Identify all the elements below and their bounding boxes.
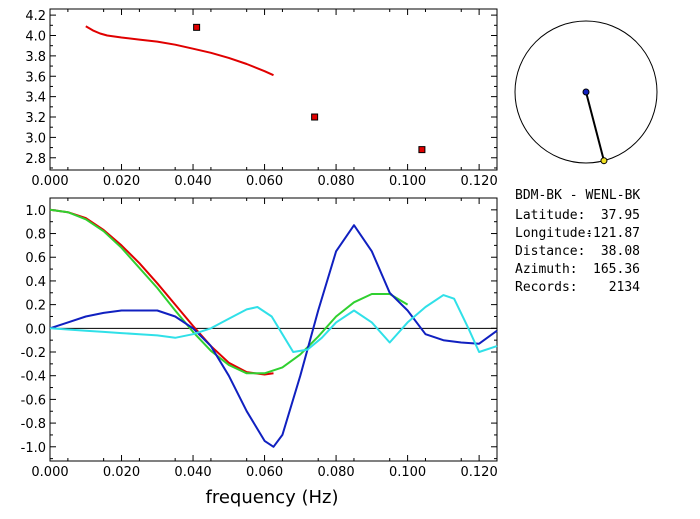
x-tick-label: 0.060 <box>246 465 283 480</box>
info-label: Distance: <box>515 244 585 259</box>
x-tick-label: 0.100 <box>389 465 426 480</box>
green-series-line <box>49 208 409 375</box>
x-tick-label: 0.040 <box>174 465 211 480</box>
y-tick-label: 0.6 <box>25 251 46 266</box>
y-tick-label: -0.6 <box>21 393 46 408</box>
y-tick-label: -0.4 <box>21 370 46 385</box>
y-tick-label: 0.8 <box>25 228 46 243</box>
info-panel: BDM-BK - WENL-BK Latitude: 37.95 Longitude… <box>515 188 640 295</box>
dispersion-plot: 0.000 0.020 0.040 0.060 0.080 0.100 0.120 2.8 3.… <box>25 8 498 189</box>
y-tick-label: 0.2 <box>25 299 46 314</box>
y-tick-label: -1.0 <box>21 441 46 456</box>
x-tick-label: 0.040 <box>174 174 211 189</box>
y-tick-label: 3.2 <box>25 111 46 126</box>
y-tick-label: 2.8 <box>25 152 46 167</box>
red-series-line <box>85 25 274 77</box>
x-tick-label: 0.000 <box>31 465 68 480</box>
x-tick-label: 0.080 <box>317 465 354 480</box>
x-axis-title: frequency (Hz) <box>205 487 338 508</box>
x-tick-label: 0.060 <box>246 174 283 189</box>
x-tick-label: 0.100 <box>389 174 426 189</box>
station-pair: BDM-BK - WENL-BK <box>515 188 640 203</box>
y-tick-label: 3.0 <box>25 131 46 146</box>
info-value: 37.95 <box>601 208 640 223</box>
data-marker <box>193 23 201 31</box>
azimuth-inset <box>514 20 658 165</box>
info-value: 2134 <box>609 280 640 295</box>
x-tick-label: 0.000 <box>31 174 68 189</box>
x-tick-label: 0.120 <box>461 174 498 189</box>
y-tick-label: 1.0 <box>25 204 46 219</box>
y-tick-label: 3.8 <box>25 50 46 65</box>
plot-frame <box>49 197 498 462</box>
y-tick-label: 4.2 <box>25 9 46 24</box>
info-value: -121.87 <box>585 226 640 241</box>
y-tick-label: 0.4 <box>25 275 46 290</box>
info-value: 165.36 <box>593 262 640 277</box>
correlation-plot: 0.000 0.020 0.040 0.060 0.080 0.100 0.120 1.0 0.… <box>21 197 498 480</box>
y-tick-label: 0.0 <box>25 322 46 337</box>
info-label: Records: <box>515 280 578 295</box>
cyan-series-line <box>49 294 498 353</box>
x-tick-label: 0.080 <box>317 174 354 189</box>
x-tick-label: 0.020 <box>103 174 140 189</box>
info-value: 38.08 <box>601 244 640 259</box>
azimuth-circle <box>514 20 658 164</box>
x-tick-label: 0.020 <box>103 465 140 480</box>
y-tick-label: -0.8 <box>21 417 46 432</box>
y-tick-label: 3.6 <box>25 70 46 85</box>
info-label: Azimuth: <box>515 262 578 277</box>
data-marker <box>311 113 319 121</box>
target-station-dot <box>600 157 608 165</box>
y-tick-label: -0.2 <box>21 346 46 361</box>
x-tick-label: 0.120 <box>461 465 498 480</box>
y-tick-label: 3.4 <box>25 91 46 106</box>
blue-series-line <box>49 224 498 448</box>
y-tick-label: 4.0 <box>25 29 46 44</box>
plot-frame <box>49 8 498 171</box>
info-label: Longitude: <box>515 226 593 241</box>
data-marker <box>418 146 426 154</box>
azimuth-line <box>585 91 605 161</box>
origin-station-dot <box>582 88 590 96</box>
info-label: Latitude: <box>515 208 585 223</box>
